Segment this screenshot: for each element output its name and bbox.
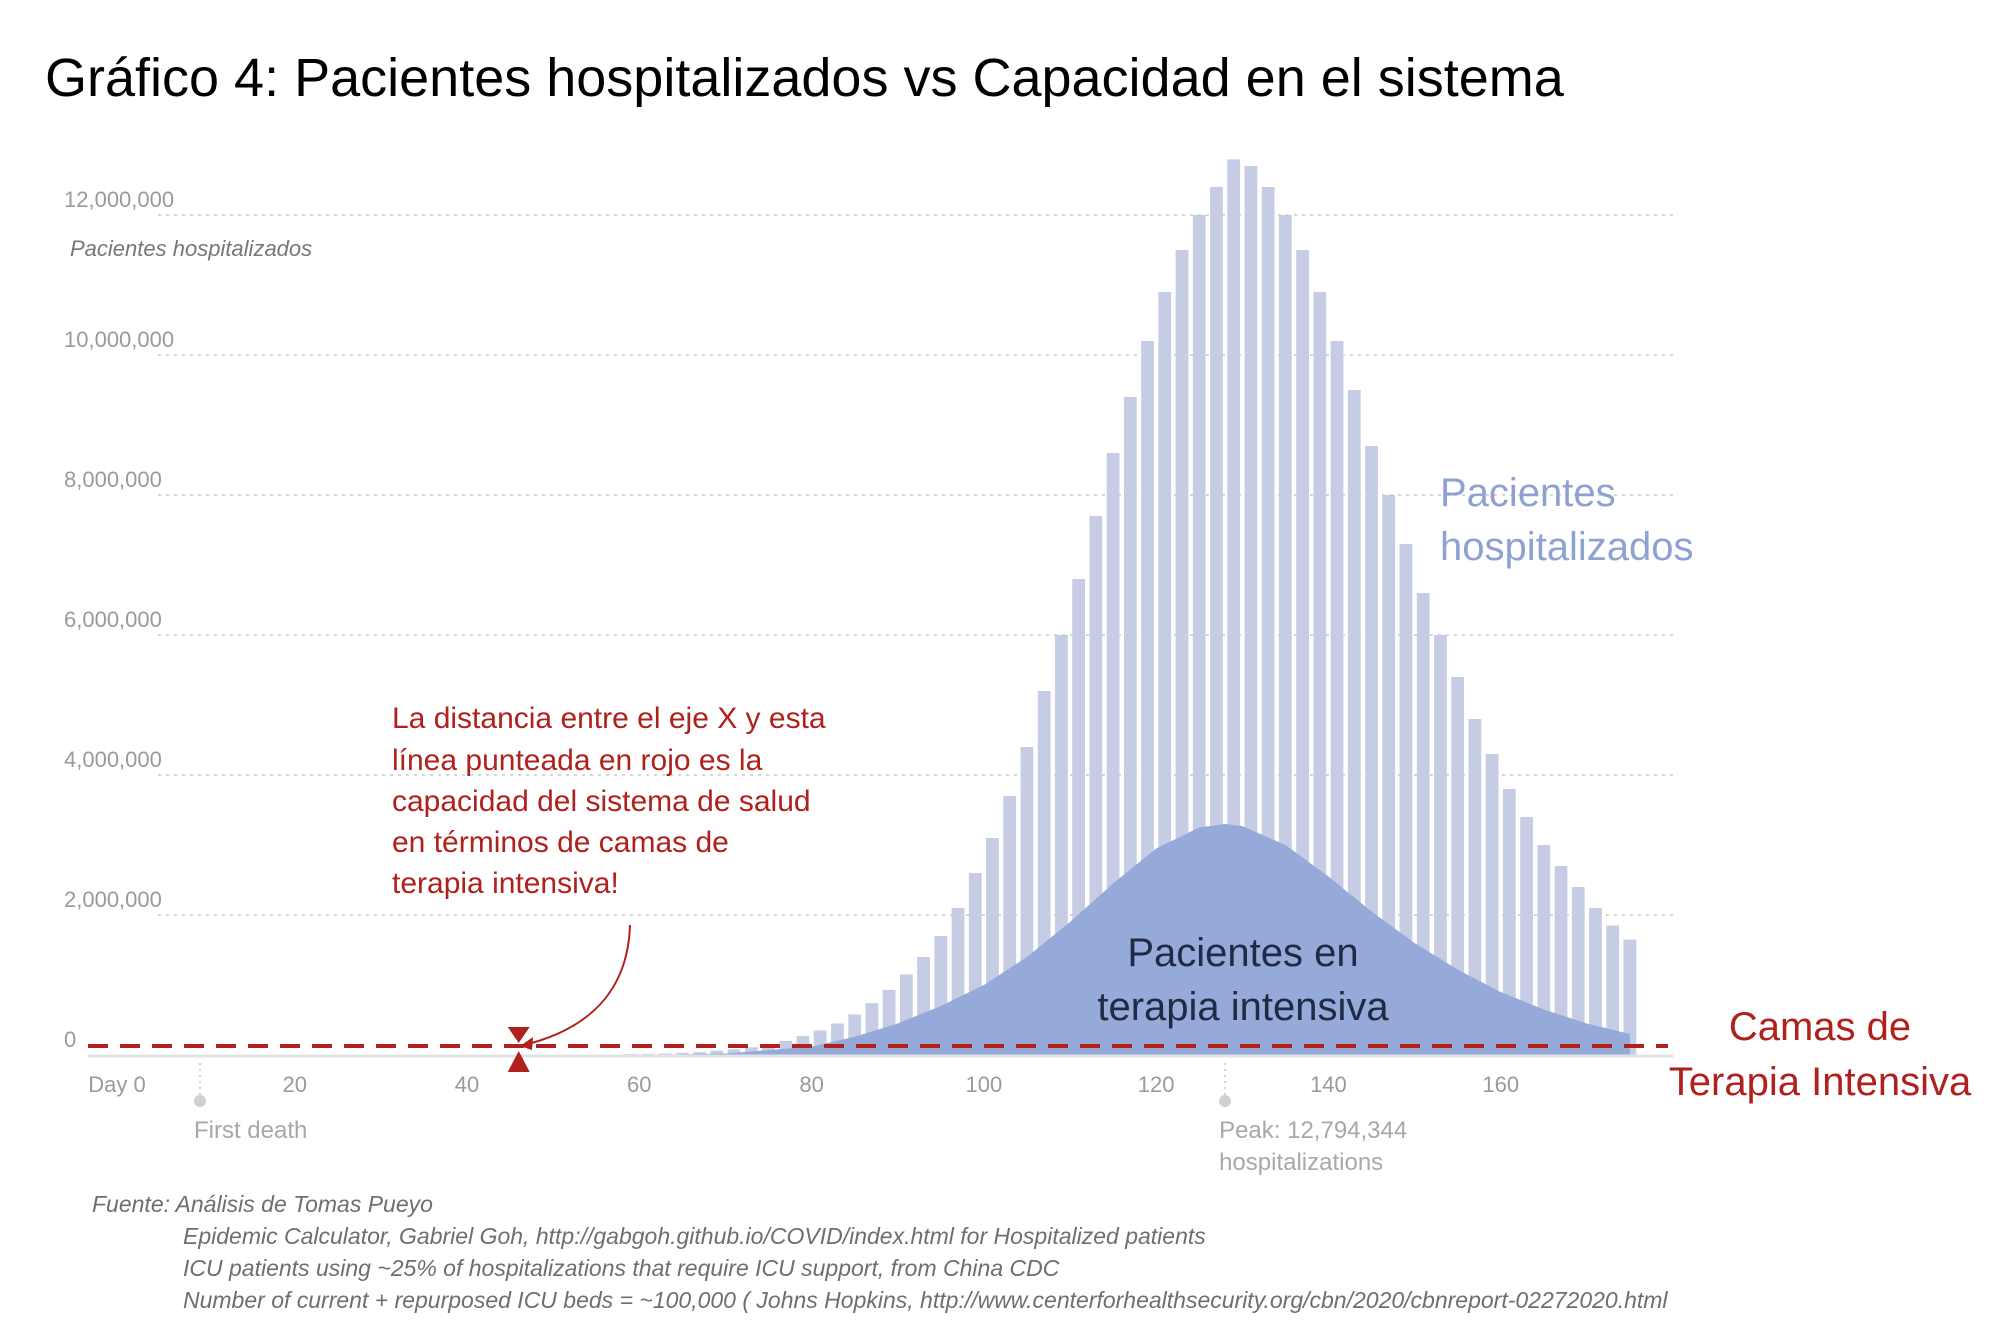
x-tick-label: 160: [1482, 1072, 1519, 1097]
note-line-2: línea punteada en rojo es la: [392, 744, 763, 777]
hospitalized-bar: [1468, 719, 1482, 1055]
marker-label: Peak: 12,794,344: [1219, 1117, 1407, 1144]
hospitalized-bar: [1416, 593, 1430, 1055]
capacity-label-line2: Terapia Intensiva: [1669, 1060, 1972, 1104]
hospitalized-bar: [1313, 292, 1327, 1055]
capacity-arrow-down: [507, 1027, 530, 1043]
x-tick-label: 120: [1138, 1072, 1175, 1097]
capacity-label-line1: Camas de: [1729, 1005, 1911, 1049]
hospitalized-bar: [710, 1050, 724, 1055]
hospitalized-bar: [1571, 887, 1585, 1055]
x-tick-label: 20: [282, 1072, 306, 1097]
note-line-4: en términos de camas de: [392, 826, 729, 859]
y-tick-label: 0: [64, 1027, 76, 1052]
hospitalized-bar: [727, 1049, 741, 1055]
note-line-3: capacidad del sistema de salud: [392, 785, 811, 818]
y-tick-label: 4,000,000: [64, 747, 162, 772]
y-tick-label: 6,000,000: [64, 607, 162, 632]
icu-label-line2: terapia intensiva: [1097, 985, 1389, 1029]
source-notes: Fuente: Análisis de Tomas Pueyo Epidemic…: [92, 1191, 1668, 1313]
note-arrowhead: [520, 1037, 533, 1050]
hospitalized-label-line1: Pacientes: [1440, 471, 1616, 515]
capacity-note: La distancia entre el eje X y esta línea…: [392, 702, 826, 900]
source-line-1: Fuente: Análisis de Tomas Pueyo: [92, 1191, 433, 1217]
hospitalized-bar: [641, 1053, 655, 1055]
marker-label: First death: [194, 1117, 307, 1144]
source-line-4: Number of current + repurposed ICU beds …: [183, 1287, 1668, 1313]
chart-title: Gráfico 4: Pacientes hospitalizados vs C…: [45, 48, 1565, 108]
note-arrow: [519, 924, 631, 1047]
x-axis-ticks: Day 0 20 40 60 80 100 120 140 160: [88, 1072, 1519, 1097]
hospitalized-bar: [1520, 817, 1533, 1055]
note-line-5: terapia intensiva!: [392, 867, 619, 900]
hospitalized-bar: [1382, 495, 1396, 1055]
hospitalized-bar: [1485, 754, 1499, 1055]
hospitalized-bar: [693, 1052, 706, 1055]
y-tick-label: 8,000,000: [64, 467, 162, 492]
hospitalized-bar: [1537, 845, 1551, 1055]
hospitalized-bar: [744, 1047, 758, 1055]
x-tick-label: 100: [966, 1072, 1003, 1097]
hospitalized-bar: [1623, 939, 1637, 1055]
note-line-1: La distancia entre el eje X y esta: [392, 702, 826, 735]
hospitalized-label-line2: hospitalizados: [1440, 525, 1694, 569]
hospitalized-bar: [1296, 250, 1309, 1055]
marker-dot: [1219, 1095, 1232, 1107]
x-tick-label: 80: [799, 1072, 823, 1097]
y-tick-label: 10,000,000: [64, 327, 174, 352]
marker-dot: [193, 1095, 206, 1107]
hospitalized-bar: [1502, 789, 1516, 1055]
hospitalized-bar: [1330, 341, 1344, 1055]
hospitalized-bar: [1606, 925, 1620, 1055]
icu-area: [639, 824, 1630, 1055]
icu-label-line1: Pacientes en: [1127, 931, 1358, 975]
event-markers: First death Peak: 12,794,344 hospitalizati…: [193, 1063, 1407, 1176]
hospitalized-bar: [1399, 544, 1413, 1055]
hospitalized-bar: [1365, 446, 1378, 1055]
capacity-arrows: [507, 1027, 530, 1072]
y-tick-label: 12,000,000: [64, 187, 174, 212]
y-axis-title: Pacientes hospitalizados: [70, 236, 312, 261]
x-tick-label: 140: [1310, 1072, 1347, 1097]
x-tick-label: Day 0: [88, 1072, 145, 1097]
hospitalized-bar: [1347, 390, 1361, 1055]
hospitalized-bar: [1554, 866, 1568, 1055]
hospitalized-bar: [762, 1044, 775, 1055]
capacity-arrow-up: [507, 1051, 530, 1072]
hospitalized-bar: [1451, 677, 1465, 1055]
x-tick-label: 60: [627, 1072, 651, 1097]
y-tick-label: 2,000,000: [64, 887, 162, 912]
hospitalized-bar: [1434, 635, 1447, 1055]
hospitalized-bar: [676, 1052, 689, 1055]
y-axis-ticks: 0 2,000,000 4,000,000 6,000,000 8,000,000 10,…: [64, 187, 174, 1052]
source-line-3: ICU patients using ~25% of hospitalizati…: [183, 1255, 1060, 1281]
x-tick-label: 40: [455, 1072, 479, 1097]
marker-label: hospitalizations: [1219, 1149, 1383, 1176]
hospitalized-bar: [1589, 908, 1602, 1055]
hospitalized-bar: [658, 1053, 672, 1055]
source-line-2: Epidemic Calculator, Gabriel Goh, http:/…: [183, 1223, 1206, 1249]
